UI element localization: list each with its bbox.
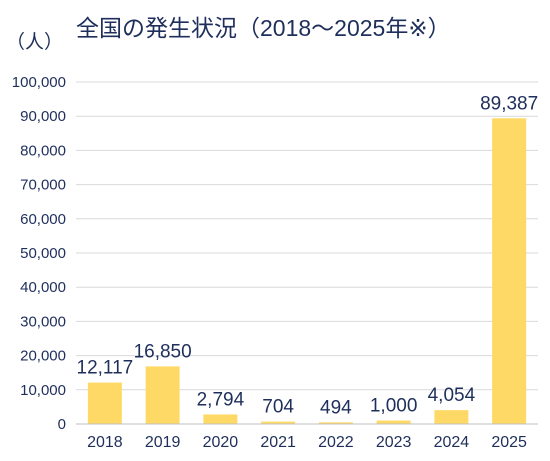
- y-tick-label: 60,000: [20, 211, 66, 228]
- y-tick-label: 0: [58, 416, 66, 433]
- data-label-2020: 2,794: [197, 389, 245, 410]
- y-tick-label: 30,000: [20, 313, 66, 330]
- bar-2019: [145, 366, 180, 424]
- data-label-2021: 704: [262, 397, 294, 418]
- y-tick-label: 80,000: [20, 142, 66, 159]
- data-label-2024: 4,054: [428, 385, 476, 406]
- y-tick-label: 70,000: [20, 177, 66, 194]
- gridlines: [76, 81, 538, 391]
- data-label-2019: 16,850: [134, 341, 192, 362]
- bars: [87, 118, 527, 425]
- bar-2025: [492, 118, 527, 425]
- x-tick-label-2024: 2024: [434, 434, 470, 451]
- y-tick-label: 40,000: [20, 279, 66, 296]
- bar-2020: [203, 414, 238, 424]
- data-label-2018: 12,117: [77, 358, 134, 379]
- y-axis-ticks: 0 10,000 20,000 30,000 40,000 50,000 60,000 70,…: [12, 74, 66, 433]
- y-tick-label: 50,000: [20, 245, 66, 262]
- y-tick-label: 10,000: [20, 382, 66, 399]
- x-tick-label-2023: 2023: [376, 434, 412, 451]
- chart-title: 全国の発生状況（2018～2025年※）: [76, 15, 451, 41]
- bar-2021: [261, 421, 296, 424]
- unit-label: （人）: [6, 31, 63, 53]
- bar-2018: [87, 382, 122, 424]
- x-tick-label-2022: 2022: [318, 434, 354, 451]
- y-tick-label: 100,000: [12, 74, 66, 91]
- x-tick-label-2025: 2025: [491, 434, 527, 451]
- x-tick-label-2019: 2019: [145, 434, 181, 451]
- bar-2022: [318, 422, 353, 424]
- y-tick-label: 90,000: [20, 108, 66, 125]
- data-label-2025: 89,387: [480, 93, 538, 114]
- data-label-2023: 1,000: [370, 396, 418, 417]
- x-tick-label-2021: 2021: [260, 434, 296, 451]
- y-tick-label: 20,000: [20, 348, 66, 365]
- data-label-2022: 494: [320, 397, 352, 418]
- bar-2024: [434, 410, 469, 424]
- bar-2023: [376, 420, 411, 424]
- x-axis-ticks: 2018 2019 2020 2021 2022 2023 2024 2025: [87, 434, 527, 451]
- x-tick-label-2020: 2020: [203, 434, 239, 451]
- x-tick-label-2018: 2018: [87, 434, 123, 451]
